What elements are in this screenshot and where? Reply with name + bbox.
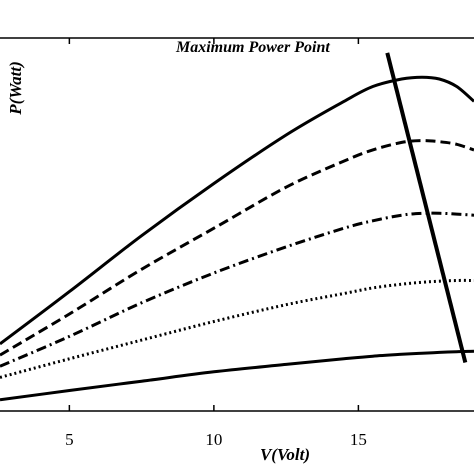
plot-frame [0,37,474,412]
mpp-line [385,52,468,363]
series-group [0,75,474,402]
series-line-2 [0,139,474,357]
y-axis-label: P(Watt) [6,61,25,116]
x-ticks: 5 10 15 [65,38,367,449]
x-tick-label: 15 [350,430,367,449]
series-line-5 [0,349,474,402]
series-line-3 [0,211,474,368]
x-tick-label: 10 [205,430,222,449]
annotation-max-power-point: Maximum Power Point [175,39,330,56]
series-line-4 [0,278,474,379]
x-tick-label: 5 [65,430,74,449]
x-axis-label: V(Volt) [260,445,310,464]
series-line-1 [0,75,474,346]
